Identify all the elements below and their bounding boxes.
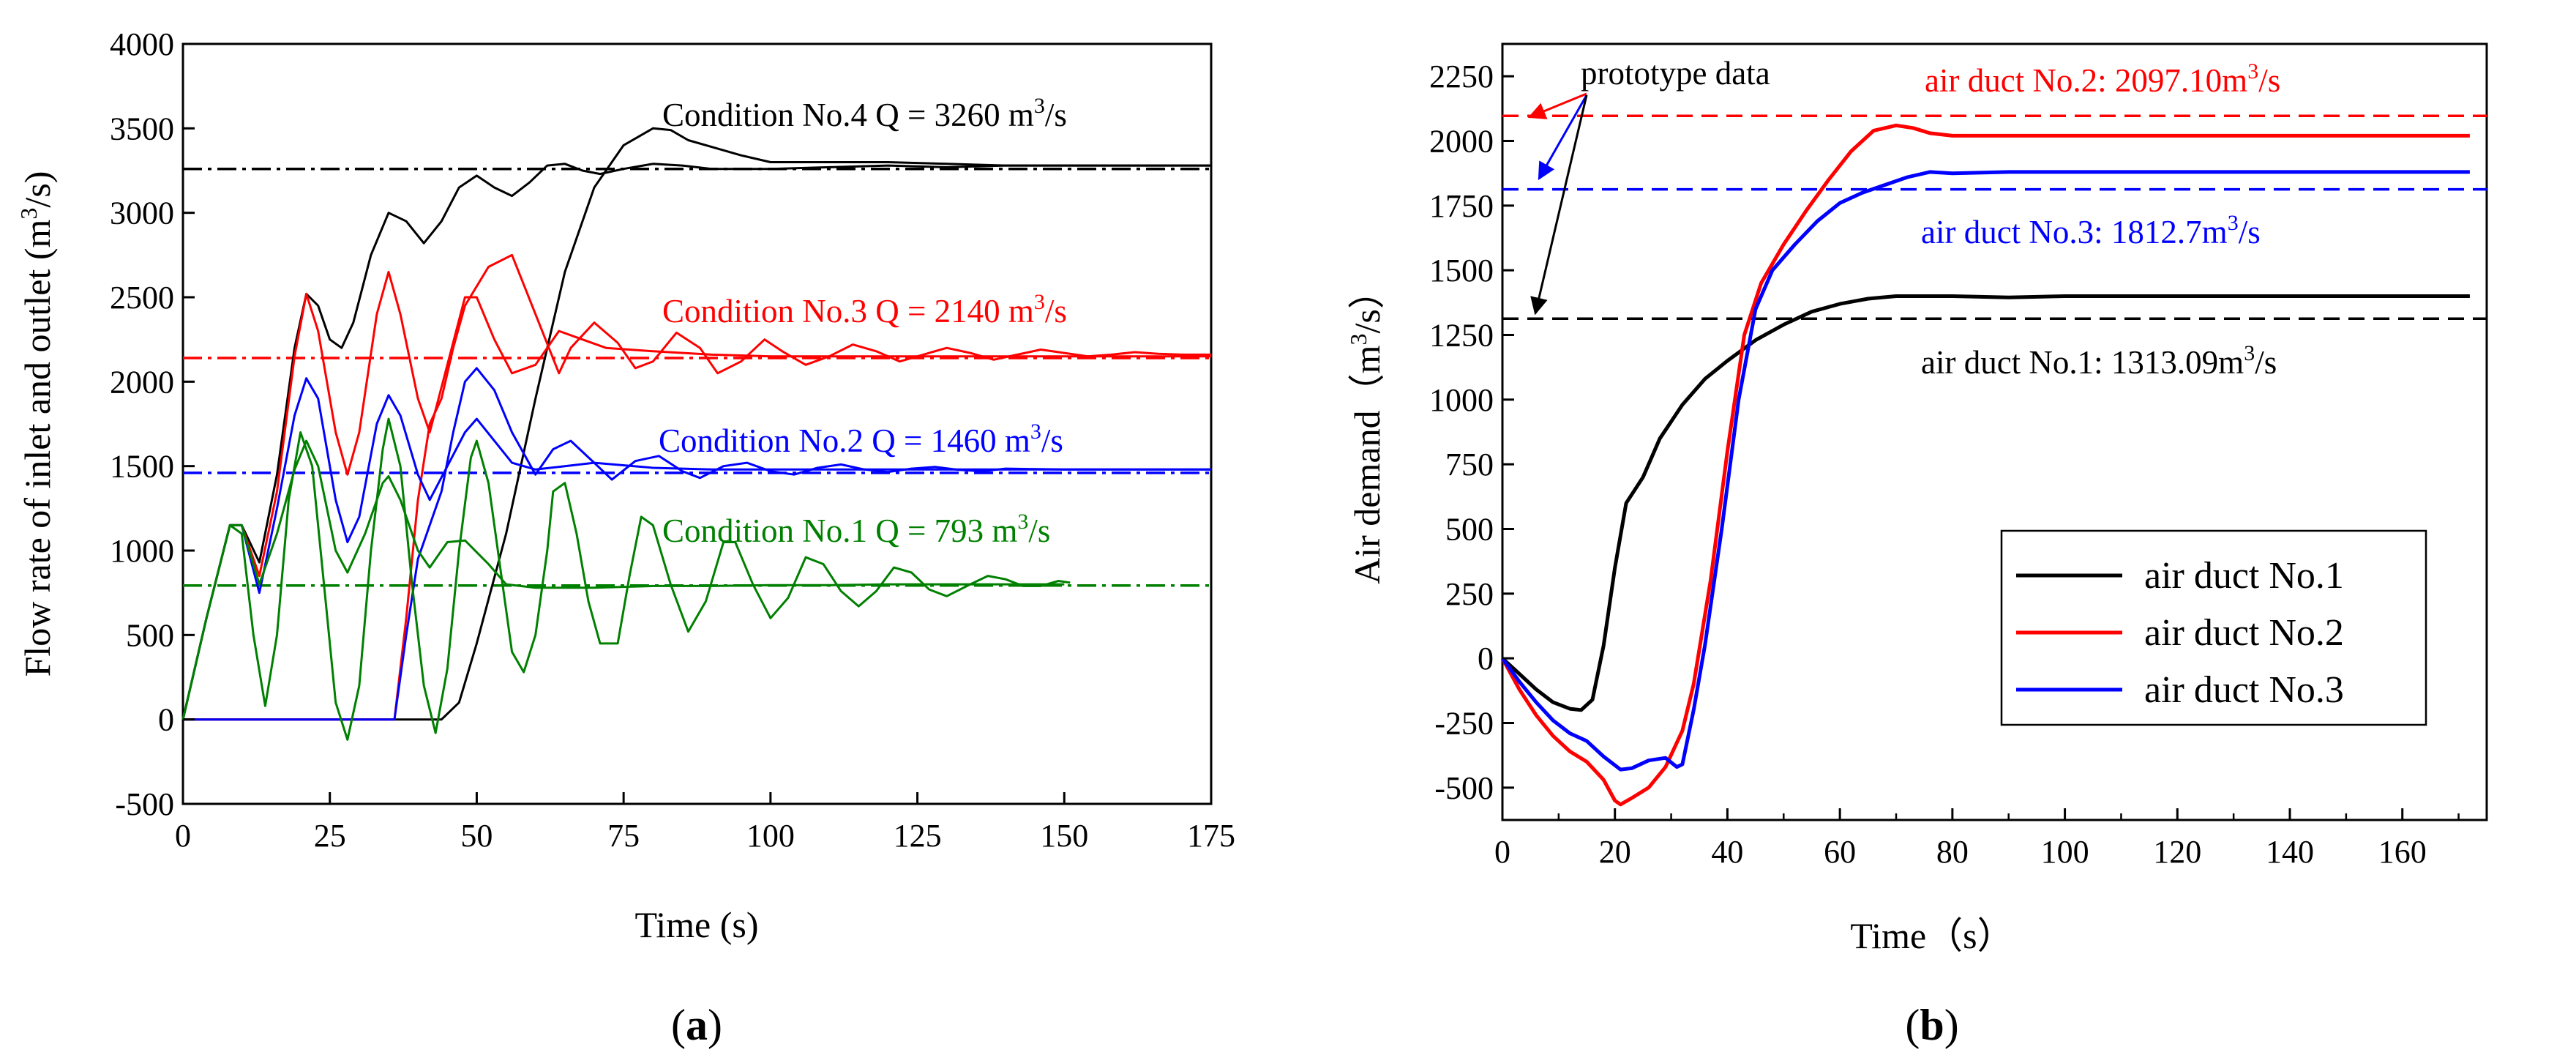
panel-a-y-tick-label: 500 xyxy=(126,617,174,653)
annotation-air-duct-3: air duct No.3: 1812.7m3/s xyxy=(1921,211,2261,250)
panel-a-x-tick-label: 175 xyxy=(1187,818,1235,854)
chart-panel-a: 0 25 50 75 100 125 150 175-50005001000150020002… xyxy=(15,26,1235,1049)
panel-b-legend: air duct No.1 air duct No.2 air duct No.… xyxy=(2000,529,2427,726)
panel-a-x-tick-label: 100 xyxy=(746,818,795,854)
annotation-air-duct-1: air duct No.1: 1313.09m3/s xyxy=(1921,341,2277,381)
panel-b-y-tick-label: 2000 xyxy=(1429,124,1494,160)
panel-a-y-tick-label: 3500 xyxy=(110,111,174,146)
panel-b-x-tick-label: 60 xyxy=(1824,834,1856,870)
panel-b-x-tick-label: 100 xyxy=(2041,834,2089,870)
panel-a-series xyxy=(181,127,1211,741)
panel-a-x-tick-label: 0 xyxy=(175,818,191,854)
panel-b-y-tick-label: 1500 xyxy=(1429,253,1494,288)
legend-label-air-duct-3: air duct No.3 xyxy=(2144,669,2344,711)
panel-b-y-tick-label: 2250 xyxy=(1429,59,1494,94)
arrow-to-air-duct-2 xyxy=(1527,92,1587,119)
annotation-condition-4: Condition No.4 Q = 3260 m3/s xyxy=(662,94,1067,133)
panel-a-y-axis-title: Flow rate of inlet and outlet (m3/s) xyxy=(15,171,58,677)
panel-a-x-tick-label: 125 xyxy=(894,818,942,854)
panel-a-y-tick-label: 1000 xyxy=(110,533,174,569)
legend-label-air-duct-1: air duct No.1 xyxy=(2144,555,2344,597)
panel-a-y-tick-label: 2500 xyxy=(110,280,174,316)
panel-b-ticks: 0 20 40 60 80 100 120 140 160 -500 -250 0 250 500 750 1… xyxy=(1429,59,2460,870)
panel-b-x-tick-label: 160 xyxy=(2378,834,2427,870)
annotation-condition-1: Condition No.1 Q = 793 m3/s xyxy=(662,510,1050,549)
panel-b-y-tick-label: 0 xyxy=(1478,641,1494,676)
chart-panel-b: 0 20 40 60 80 100 120 140 160 -500 -250 0 250 500 750 1… xyxy=(1345,42,2488,1049)
panel-a-x-tick-label: 50 xyxy=(460,818,493,854)
panel-b-x-tick-label: 0 xyxy=(1494,834,1510,870)
panel-a-series-condition-no-1-outlet xyxy=(181,417,1071,741)
legend-box xyxy=(2000,529,2427,726)
panel-b-series xyxy=(1500,123,2470,807)
panel-b-y-tick-label: -250 xyxy=(1434,706,1494,742)
panel-b-y-axis-title: Air demand（m3/s） xyxy=(1345,272,1388,584)
panel-a-ticks: 0 25 50 75 100 125 150 175-50005001000150020002… xyxy=(110,26,1235,854)
panel-a-y-tick-label: 4000 xyxy=(110,26,174,62)
panel-a-x-tick-label: 150 xyxy=(1040,818,1088,854)
panel-a-y-tick-label: 0 xyxy=(158,702,174,738)
panel-a-x-tick-label: 75 xyxy=(607,818,640,854)
panel-a-series-condition-no-3-inlet xyxy=(181,270,1211,720)
arrow-to-air-duct-3 xyxy=(1538,94,1588,181)
panel-b-y-tick-label: -500 xyxy=(1434,770,1494,806)
panel-a-series-condition-no-2-outlet xyxy=(183,367,1211,721)
panel-a-label: (a) xyxy=(671,1001,722,1049)
panel-b-x-axis-title: Time（s） xyxy=(1850,915,2013,956)
panel-b-label: (b) xyxy=(1905,1001,1958,1049)
arrow-to-air-duct-1 xyxy=(1530,94,1588,316)
panel-a-y-tick-label: -500 xyxy=(115,786,174,822)
panel-b-x-tick-label: 20 xyxy=(1599,834,1631,870)
panel-b-y-tick-label: 500 xyxy=(1445,512,1494,548)
panel-a-y-tick-label: 2000 xyxy=(110,364,174,400)
panel-b-series-air-duct-no-3 xyxy=(1500,170,2470,772)
panel-b-series-air-duct-no-1 xyxy=(1501,294,2470,712)
panel-b-x-tick-label: 80 xyxy=(1936,834,1969,870)
legend-label-air-duct-2: air duct No.2 xyxy=(2144,612,2344,654)
panel-b-x-tick-label: 140 xyxy=(2266,834,2314,870)
panel-b-reference-lines xyxy=(1502,114,2487,320)
panel-b-series-air-duct-no-2 xyxy=(1500,123,2470,807)
panel-a-x-axis-title: Time (s) xyxy=(634,904,758,945)
panel-a-series-condition-no-2-inlet xyxy=(181,377,1211,720)
panel-b-y-tick-label: 1000 xyxy=(1429,382,1494,418)
panel-a-y-tick-label: 3000 xyxy=(110,195,174,231)
prototype-data-label: prototype data xyxy=(1581,55,1770,92)
annotation-air-duct-2: air duct No.2: 2097.10m3/s xyxy=(1925,59,2280,99)
panel-a-x-tick-label: 25 xyxy=(314,818,346,854)
panel-a-series-condition-no-4-outlet xyxy=(183,127,1211,721)
panel-a-plot-frame xyxy=(181,42,1213,805)
annotation-condition-3: Condition No.3 Q = 2140 m3/s xyxy=(662,290,1067,329)
panel-b-y-tick-label: 250 xyxy=(1445,576,1494,612)
panel-a-y-tick-label: 1500 xyxy=(110,449,174,485)
panel-b-x-tick-label: 40 xyxy=(1711,834,1743,870)
panel-b-x-tick-label: 120 xyxy=(2153,834,2201,870)
annotation-condition-2: Condition No.2 Q = 1460 m3/s xyxy=(659,420,1063,459)
panel-b-y-tick-label: 750 xyxy=(1445,447,1494,482)
panel-a-series-condition-no-3-outlet xyxy=(183,253,1211,721)
panel-b-y-tick-label: 1750 xyxy=(1429,188,1494,224)
panel-b-y-tick-label: 1250 xyxy=(1429,318,1494,354)
panel-a-series-condition-no-4-inlet xyxy=(181,163,1211,720)
panel-a-series-condition-no-1-inlet xyxy=(181,439,1065,720)
